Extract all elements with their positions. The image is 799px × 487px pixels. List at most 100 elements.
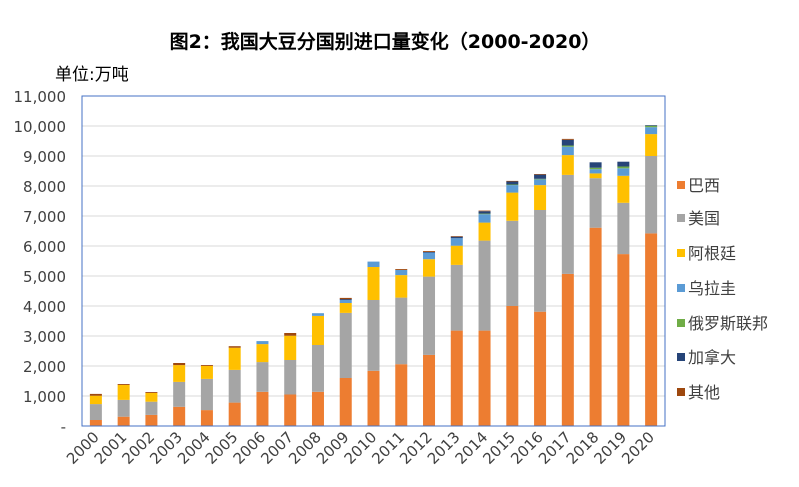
bar-segment xyxy=(89,393,102,396)
bar-stack-2017 xyxy=(561,138,574,426)
legend-label: 乌拉圭 xyxy=(688,279,736,298)
bar-segment xyxy=(478,213,491,215)
y-tick-label: - xyxy=(61,418,66,436)
bar-segment xyxy=(506,185,519,193)
bar-segment xyxy=(589,173,602,179)
bar-segment xyxy=(534,311,547,426)
legend-label: 阿根廷 xyxy=(688,244,736,263)
bar-segment xyxy=(506,192,519,221)
bar-segment xyxy=(561,155,574,175)
bar-stack-2020 xyxy=(645,125,658,426)
bar-segment xyxy=(561,146,574,156)
bar-segment xyxy=(617,161,630,167)
legend-label: 美国 xyxy=(688,209,720,228)
bar-segment xyxy=(478,214,491,223)
bar-segment xyxy=(506,184,519,186)
bar-segment xyxy=(561,138,574,140)
legend-swatch xyxy=(677,284,685,292)
bar-segment xyxy=(256,341,269,345)
bar-segment xyxy=(645,125,658,128)
bar-stack-2004 xyxy=(200,365,213,426)
legend-item: 其他 xyxy=(677,383,720,402)
bar-segment xyxy=(200,378,213,411)
bar-segment xyxy=(589,169,602,174)
bar-segment xyxy=(117,399,130,417)
bar-segment xyxy=(617,175,630,203)
bar-segment xyxy=(423,252,436,253)
bar-segment xyxy=(228,402,241,426)
bar-segment xyxy=(367,261,380,267)
bar-segment xyxy=(617,168,630,176)
bar-stack-2010 xyxy=(367,261,380,426)
bar-stack-2005 xyxy=(228,346,241,426)
bar-segment xyxy=(561,139,574,146)
legend-label: 加拿大 xyxy=(688,348,736,367)
bar-segment xyxy=(450,238,463,246)
bar-segment xyxy=(423,252,436,260)
bar-segment xyxy=(478,240,491,331)
bar-segment xyxy=(200,365,213,366)
bar-segment xyxy=(395,364,408,426)
bar-stack-2007 xyxy=(284,333,297,426)
bar-segment xyxy=(173,365,186,382)
bar-segment xyxy=(311,345,324,392)
bar-segment xyxy=(284,360,297,395)
bar-segment xyxy=(145,401,158,415)
bar-segment xyxy=(89,420,102,426)
bar-segment xyxy=(423,354,436,426)
bar-segment xyxy=(506,306,519,426)
bar-segment xyxy=(589,178,602,228)
bar-stack-2016 xyxy=(534,174,547,426)
bar-stack-2000 xyxy=(89,393,102,426)
bar-segment xyxy=(89,395,102,405)
plot-area-border xyxy=(81,95,666,427)
y-tick-label: 5,000 xyxy=(23,268,66,286)
bar-stack-2009 xyxy=(339,297,352,426)
legend-swatch xyxy=(677,181,685,189)
bar-segment xyxy=(173,406,186,426)
bar-segment xyxy=(561,145,574,147)
bar-segment xyxy=(589,227,602,426)
bar-segment xyxy=(534,210,547,312)
bar-segment xyxy=(645,233,658,426)
bar-segment xyxy=(423,276,436,355)
bar-segment xyxy=(173,363,186,366)
bar-segment xyxy=(450,236,463,237)
bar-segment xyxy=(256,391,269,426)
bar-segment xyxy=(534,185,547,210)
bar-stack-2014 xyxy=(478,210,491,426)
bar-segment xyxy=(478,330,491,426)
bar-segment xyxy=(200,410,213,426)
legend-label: 其他 xyxy=(688,383,720,402)
y-tick-label: 8,000 xyxy=(23,178,66,196)
legend-swatch xyxy=(677,353,685,361)
bar-segment xyxy=(617,202,630,255)
bar-segment xyxy=(395,275,408,298)
bar-stack-2012 xyxy=(423,251,436,426)
bar-segment xyxy=(450,264,463,331)
bar-segment xyxy=(589,167,602,170)
bar-segment xyxy=(645,127,658,135)
bar-segment xyxy=(311,313,324,316)
legend-swatch xyxy=(677,388,685,396)
bar-segment xyxy=(645,134,658,156)
unit-label: 单位:万吨 xyxy=(55,65,129,85)
bar-segment xyxy=(534,179,547,186)
bar-segment xyxy=(367,370,380,426)
bar-stack-2015 xyxy=(506,180,519,426)
legend-label: 俄罗斯联邦 xyxy=(688,314,768,333)
bar-segment xyxy=(395,270,408,276)
bar-stack-2019 xyxy=(617,161,630,426)
bar-segment xyxy=(117,384,130,385)
bar-segment xyxy=(228,346,241,348)
bar-segment xyxy=(145,414,158,426)
bar-segment xyxy=(617,254,630,426)
bar-segment xyxy=(117,384,130,400)
bar-segment xyxy=(617,166,630,169)
bar-segment xyxy=(339,312,352,378)
bar-segment xyxy=(256,344,269,363)
bar-segment xyxy=(284,394,297,426)
bar-stack-2013 xyxy=(450,236,463,426)
